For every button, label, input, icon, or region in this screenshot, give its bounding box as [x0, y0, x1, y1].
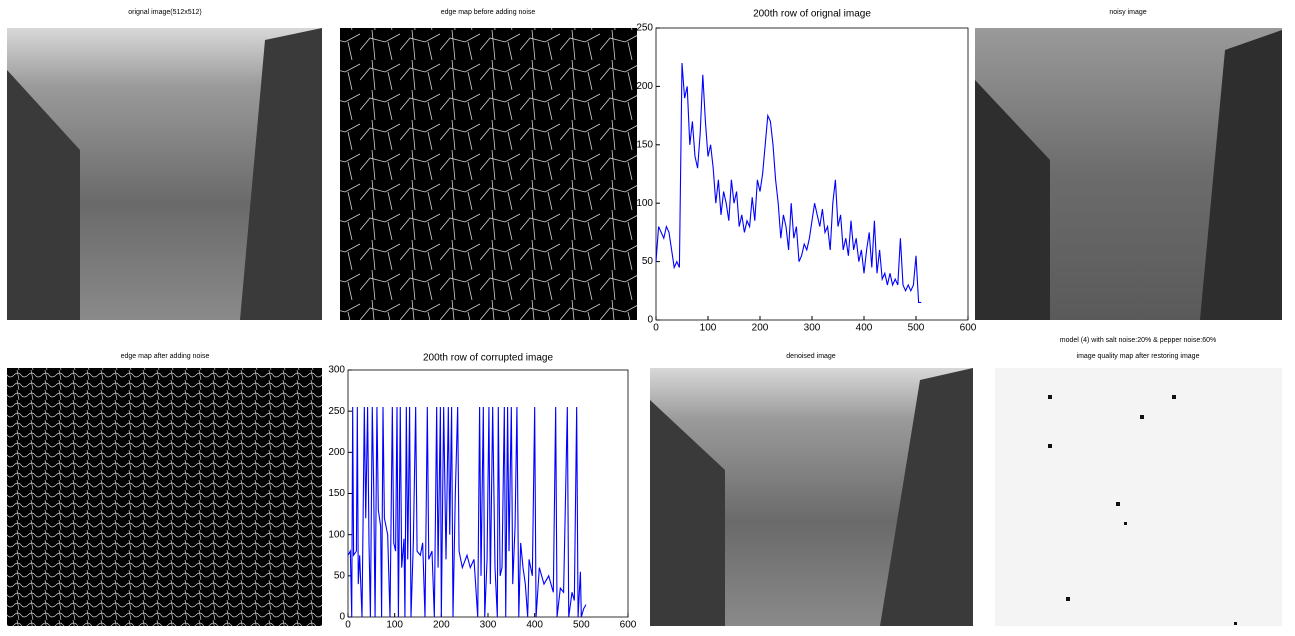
image-title: edge map after adding noise — [121, 353, 210, 360]
y-tick-label: 300 — [328, 365, 345, 376]
figure: orignal image(512x512) edge map before a… — [0, 0, 1295, 631]
x-tick-label: 200 — [752, 323, 769, 334]
x-tick-label: 300 — [804, 323, 821, 334]
image-title: image quality map after restoring image — [1077, 353, 1200, 360]
image-title: orignal image(512x512) — [128, 9, 202, 16]
y-tick-label: 100 — [636, 198, 653, 209]
x-tick-label: 100 — [700, 323, 717, 334]
image-title: noisy image — [1109, 9, 1146, 16]
figure-heading: model (4) with salt noise:20% & pepper n… — [1060, 337, 1216, 344]
y-tick-label: 50 — [334, 570, 346, 581]
y-tick-label: 150 — [636, 139, 653, 150]
chart-title: 200th row of orignal image — [753, 9, 871, 20]
x-tick-label: 600 — [620, 620, 637, 631]
x-tick-label: 600 — [960, 323, 977, 334]
x-tick-label: 0 — [653, 323, 659, 334]
x-tick-label: 400 — [526, 620, 543, 631]
x-tick-label: 0 — [345, 620, 351, 631]
y-tick-label: 50 — [642, 256, 654, 267]
y-tick-label: 250 — [636, 23, 653, 34]
plot-area — [656, 28, 968, 320]
image-title: edge map before adding noise — [441, 9, 536, 16]
y-tick-label: 100 — [328, 529, 345, 540]
chart-title: 200th row of corrupted image — [423, 353, 554, 364]
y-tick-label: 150 — [328, 488, 345, 499]
x-tick-label: 500 — [573, 620, 590, 631]
y-tick-label: 250 — [328, 406, 345, 417]
x-tick-label: 500 — [908, 323, 925, 334]
x-tick-label: 300 — [480, 620, 497, 631]
image — [995, 368, 1282, 626]
x-tick-label: 200 — [433, 620, 450, 631]
y-tick-label: 200 — [328, 447, 345, 458]
x-tick-label: 100 — [386, 620, 403, 631]
image-title: denoised image — [786, 353, 836, 360]
x-tick-label: 400 — [856, 323, 873, 334]
image — [340, 28, 637, 320]
image — [7, 368, 322, 626]
y-tick-label: 200 — [636, 81, 653, 92]
